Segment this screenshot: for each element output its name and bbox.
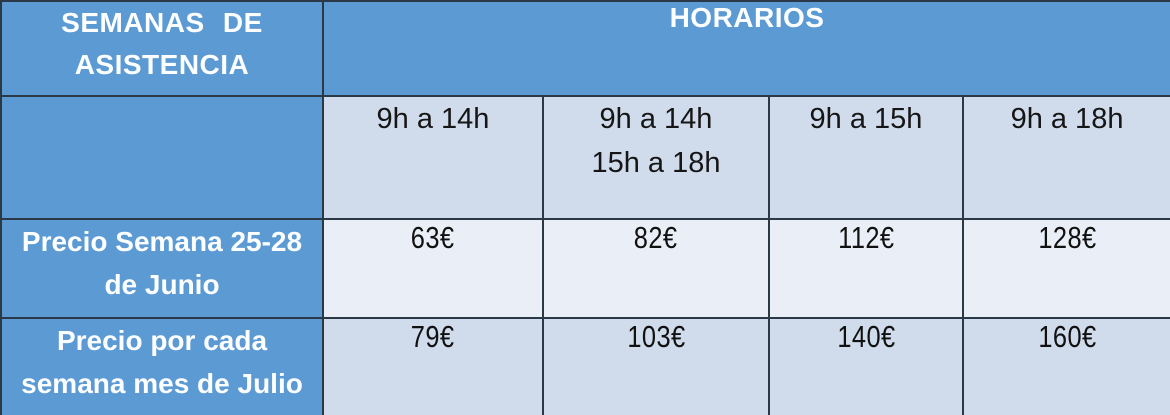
col-header-schedule-4: 9h a 18h [961, 95, 1170, 220]
header-horarios: HORARIOS [321, 0, 1170, 97]
price-julio-col2: 103€ [542, 317, 770, 415]
header-semanas-line1: SEMANAS DE [61, 7, 263, 38]
empty-blue-cell [0, 95, 324, 220]
price-junio-col4: 128€ [961, 218, 1170, 319]
price-julio-col1-value: 79€ [411, 319, 455, 354]
row-label-julio-line2: semana mes de Julio [21, 368, 303, 399]
row-label-junio-line2: de Junio [104, 269, 220, 300]
schedule-2-line2: 15h a 18h [591, 147, 721, 179]
schedule-4-line1: 9h a 18h [1010, 103, 1124, 135]
header-semanas-asistencia: SEMANAS DE ASISTENCIA [0, 0, 324, 97]
header-horarios-label: HORARIOS [669, 2, 825, 33]
schedule-3-line1: 9h a 15h [809, 103, 923, 135]
col-header-schedule-1: 9h a 14h [322, 95, 544, 220]
schedule-2-line1: 9h a 14h [599, 103, 713, 135]
price-julio-col2-value: 103€ [626, 319, 686, 354]
col-header-schedule-3: 9h a 15h [768, 95, 964, 220]
price-junio-col2-value: 82€ [634, 220, 678, 255]
price-junio-col4-value: 128€ [1037, 220, 1097, 255]
schedule-1-line1: 9h a 14h [376, 103, 490, 135]
price-junio-col1: 63€ [322, 218, 544, 319]
price-junio-col3: 112€ [768, 218, 964, 319]
row-label-julio: Precio por cada semana mes de Julio [0, 317, 324, 415]
row-label-junio-line1: Precio Semana 25-28 [21, 226, 303, 257]
price-julio-col3-value: 140€ [836, 319, 896, 354]
price-julio-col3: 140€ [768, 317, 964, 415]
price-junio-col3-value: 112€ [837, 220, 895, 255]
price-julio-col4: 160€ [961, 317, 1170, 415]
price-julio-col1: 79€ [322, 317, 544, 415]
col-header-schedule-2: 9h a 14h 15h a 18h [542, 95, 770, 220]
price-junio-col2: 82€ [542, 218, 770, 319]
price-julio-col4-value: 160€ [1037, 319, 1097, 354]
price-junio-col1-value: 63€ [411, 220, 455, 255]
row-label-julio-line1: Precio por cada [56, 325, 268, 356]
header-semanas-line2: ASISTENCIA [74, 49, 250, 80]
row-label-junio: Precio Semana 25-28 de Junio [0, 218, 324, 319]
